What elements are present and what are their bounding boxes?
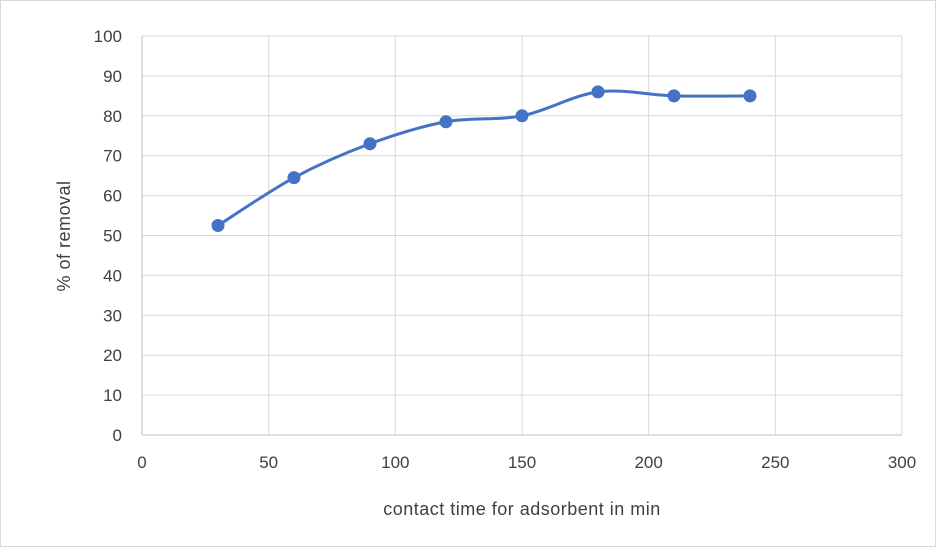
data-point: [211, 219, 225, 233]
gridlines: [142, 35, 903, 435]
data-point: [667, 89, 681, 103]
x-tick-label: 0: [137, 453, 146, 472]
x-tick-label: 200: [634, 453, 662, 472]
y-axis-title: % of removal: [54, 180, 74, 291]
y-tick-label: 50: [103, 227, 122, 246]
data-point: [591, 85, 605, 99]
y-tick-label: 60: [103, 187, 122, 206]
data-point: [743, 89, 757, 103]
y-tick-label: 80: [103, 107, 122, 126]
data-point: [515, 109, 529, 123]
y-tick-labels: 0 10 20 30 40 50 60 70 80 90 100: [94, 27, 122, 445]
data-point: [287, 171, 301, 185]
y-tick-label: 70: [103, 147, 122, 166]
x-tick-label: 250: [761, 453, 789, 472]
x-tick-label: 50: [259, 453, 278, 472]
x-axis-title: contact time for adsorbent in min: [383, 499, 661, 519]
data-point: [363, 137, 377, 151]
series-group: [211, 85, 757, 233]
y-tick-label: 30: [103, 306, 122, 325]
x-tick-label: 300: [888, 453, 916, 472]
y-tick-label: 20: [103, 346, 122, 365]
y-tick-label: 90: [103, 67, 122, 86]
axes: [141, 36, 902, 436]
data-point: [439, 115, 453, 129]
series-line: [216, 89, 752, 228]
x-tick-label: 100: [381, 453, 409, 472]
y-tick-label: 40: [103, 266, 122, 285]
x-tick-labels: 0 50 100 150 200 250 300: [137, 453, 916, 472]
x-tick-label: 150: [508, 453, 536, 472]
y-tick-label: 10: [103, 386, 122, 405]
y-tick-label: 0: [113, 426, 122, 445]
y-tick-label: 100: [94, 27, 122, 46]
